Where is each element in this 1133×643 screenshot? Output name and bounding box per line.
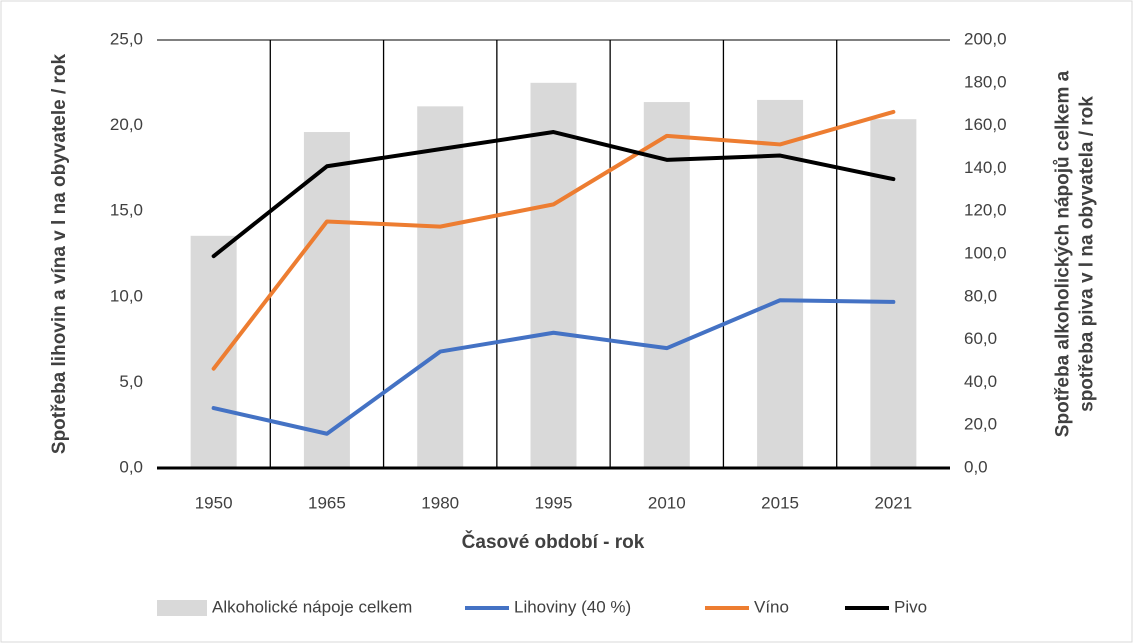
line <box>211 109 896 371</box>
y2-axis-title: Spotřeba alkoholických nápojů celkem a sp… <box>1053 70 1098 437</box>
y2-tick-label: 120,0 <box>964 201 1007 220</box>
line <box>211 130 896 259</box>
bar <box>303 132 350 468</box>
y-tick-label: 15,0 <box>110 201 143 220</box>
x-tick-label: 1965 <box>308 493 346 512</box>
x-tick-label: 1980 <box>421 493 459 512</box>
bar <box>417 106 464 468</box>
legend-label: Lihoviny (40 %) <box>514 597 631 616</box>
y2-tick-label: 0,0 <box>964 457 988 476</box>
x-axis-title: Časové období - rok <box>462 531 645 553</box>
y2-tick-label: 160,0 <box>964 115 1007 134</box>
y-tick-label: 5,0 <box>119 372 143 391</box>
y2-tick-label: 60,0 <box>964 329 997 348</box>
y-tick-label: 10,0 <box>110 286 143 305</box>
y2-tick-label: 40,0 <box>964 372 997 391</box>
y2-tick-label: 80,0 <box>964 286 997 305</box>
y-axis-title: Spotřeba lihovin a vína v l na obyvatele… <box>49 53 70 454</box>
y2-tick-label: 200,0 <box>964 29 1007 48</box>
y2-tick-label: 180,0 <box>964 72 1007 91</box>
y2-tick-label: 100,0 <box>964 243 1007 262</box>
bar <box>757 99 804 469</box>
x-tick-label: 1950 <box>195 493 233 512</box>
y-tick-label: 25,0 <box>110 29 143 48</box>
bar <box>870 119 917 469</box>
y2-axis-title-line: Spotřeba alkoholických nápojů celkem a <box>1053 70 1074 437</box>
x-tick-label: 1995 <box>535 493 573 512</box>
y2-axis-title-line: spotřeba piva v l na obyvatela / rok <box>1076 96 1097 412</box>
legend-label: Pivo <box>894 597 927 616</box>
legend-label: Víno <box>754 597 789 616</box>
y2-tick-label: 140,0 <box>964 158 1007 177</box>
legend-label: Alkoholické nápoje celkem <box>212 597 412 616</box>
line <box>211 298 896 436</box>
legend-swatch <box>157 600 207 616</box>
bar <box>643 102 690 468</box>
y2-tick-label: 20,0 <box>964 415 997 434</box>
y-tick-label: 0,0 <box>119 457 143 476</box>
bar <box>190 235 237 468</box>
x-tick-label: 2015 <box>761 493 799 512</box>
x-tick-label: 2021 <box>874 493 912 512</box>
bar <box>530 82 577 469</box>
y-tick-label: 20,0 <box>110 115 143 134</box>
x-tick-label: 2010 <box>648 493 686 512</box>
